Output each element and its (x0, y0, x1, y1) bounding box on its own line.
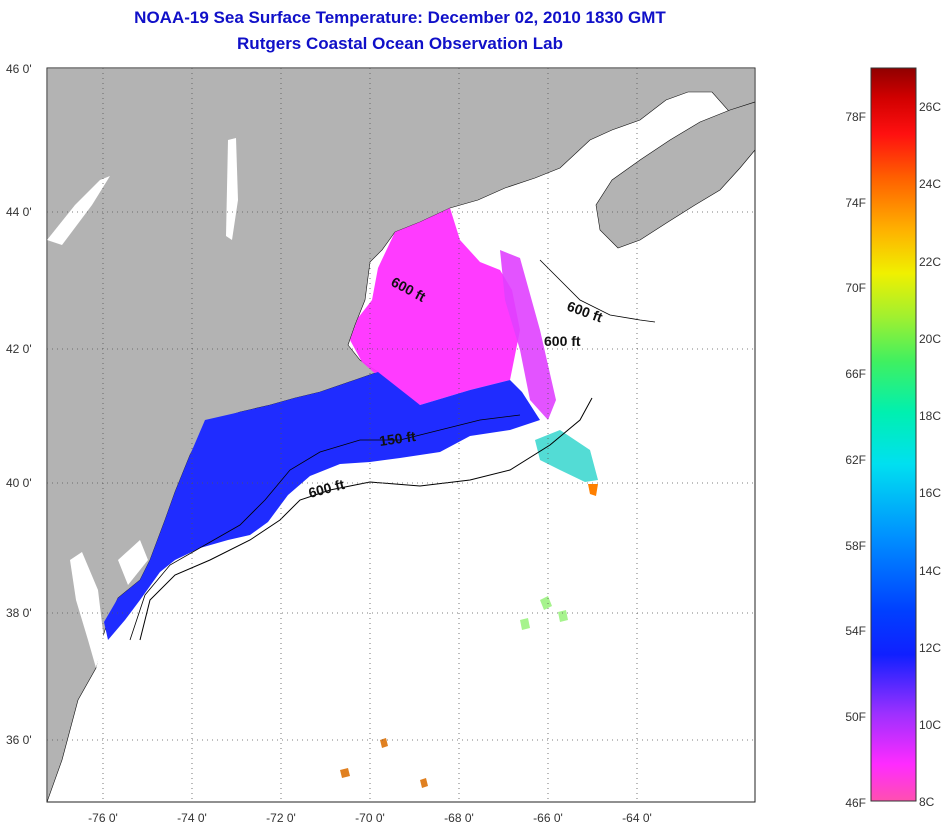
sst-warm-spot (588, 484, 598, 496)
bathymetry-600ft-contour (139, 397, 593, 641)
colorbar-c-12: 12C (919, 641, 941, 655)
delaware-bay (118, 540, 148, 585)
colorbar-c-14: 14C (919, 564, 941, 578)
lon-label-74: -74 0' (177, 811, 207, 825)
lon-label-68: -68 0' (444, 811, 474, 825)
land-nova-scotia (595, 101, 755, 249)
colorbar-c-10: 10C (919, 718, 941, 732)
lat-label-38: 38 0' (6, 606, 32, 620)
map-subtitle: Rutgers Coastal Ocean Observation Lab (237, 34, 563, 53)
colorbar-c-22: 22C (919, 255, 941, 269)
bathymetry-150ft-contour (129, 414, 521, 641)
colorbar-f-54: 54F (845, 624, 866, 638)
colorbar-f-62: 62F (845, 453, 866, 467)
colorbar-f-50: 50F (845, 710, 866, 724)
colorbar-c-20: 20C (919, 332, 941, 346)
lat-label-46: 46 0' (6, 62, 32, 76)
colorbar-f-78: 78F (845, 110, 866, 124)
colorbar-c-26: 26C (919, 100, 941, 114)
colorbar-c-18: 18C (919, 409, 941, 423)
lat-label-40: 40 0' (6, 476, 32, 490)
colorbar-c-8: 8C (919, 795, 935, 809)
sst-warm-edge (535, 430, 598, 482)
sst-cold-water-patch (350, 208, 520, 405)
depth-label-150ft: 150 ft (378, 428, 417, 449)
depth-label-600ft-georges: 600 ft (544, 333, 581, 349)
sst-scatter-pixels (520, 596, 568, 630)
colorbar-c-16: 16C (919, 486, 941, 500)
lat-label-44: 44 0' (6, 205, 32, 219)
colorbar-f-66: 66F (845, 367, 866, 381)
lon-label-72: -72 0' (266, 811, 296, 825)
lat-label-36: 36 0' (6, 733, 32, 747)
sst-cool-water-band (104, 372, 540, 640)
sst-cold-water-strip (500, 250, 556, 420)
lon-label-70: -70 0' (355, 811, 385, 825)
colorbar-f-58: 58F (845, 539, 866, 553)
colorbar-f-74: 74F (845, 196, 866, 210)
colorbar-f-46: 46F (845, 796, 866, 810)
lake-ontario-edge (47, 176, 110, 245)
bathymetry-gulf-contour (539, 259, 656, 323)
colorbar-c-24: 24C (919, 177, 941, 191)
lon-label-76: -76 0' (88, 811, 118, 825)
colorbar (870, 67, 917, 802)
map-title: NOAA-19 Sea Surface Temperature: Decembe… (134, 8, 666, 27)
lon-label-64: -64 0' (622, 811, 652, 825)
lon-label-66: -66 0' (533, 811, 563, 825)
chesapeake-bay (70, 552, 104, 668)
lake-champlain (226, 138, 238, 240)
colorbar-f-70: 70F (845, 281, 866, 295)
lat-label-42: 42 0' (6, 342, 32, 356)
graticule (47, 68, 755, 802)
land-mainland (47, 68, 755, 802)
